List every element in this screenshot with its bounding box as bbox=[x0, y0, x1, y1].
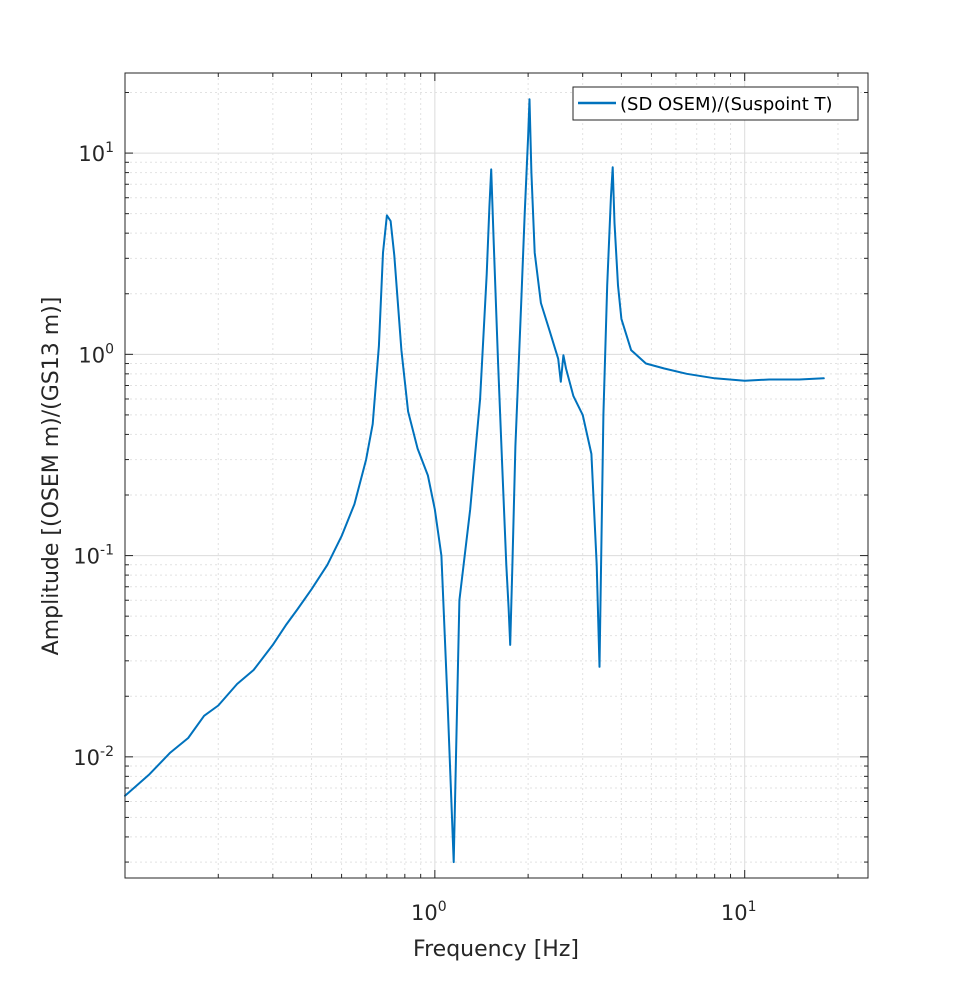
plot-frame bbox=[124, 72, 869, 879]
x-tick-label: 101 bbox=[721, 899, 757, 925]
plot-area bbox=[125, 73, 868, 878]
series-layer bbox=[124, 98, 825, 864]
legend: (SD OSEM)/(Suspoint T) bbox=[572, 86, 859, 121]
y-tick-label: 101 bbox=[78, 140, 114, 166]
legend-box bbox=[572, 86, 859, 121]
y-tick-label: 10-2 bbox=[73, 744, 114, 770]
x-axis-label: Frequency [Hz] bbox=[413, 937, 579, 962]
x-tick-labels: 100 101 bbox=[411, 899, 757, 925]
y-tick-label: 10-1 bbox=[73, 543, 114, 569]
legend-label: (SD OSEM)/(Suspoint T) bbox=[620, 94, 833, 115]
major-grid bbox=[125, 73, 868, 878]
y-tick-labels: 10-2 10-1 100 101 bbox=[73, 140, 114, 770]
series-line bbox=[124, 98, 825, 864]
tick-marks bbox=[125, 73, 868, 878]
y-axis-label: Amplitude [(OSEM m)/(GS13 m)] bbox=[39, 297, 64, 656]
y-tick-label: 100 bbox=[78, 341, 114, 367]
x-tick-label: 100 bbox=[411, 899, 447, 925]
